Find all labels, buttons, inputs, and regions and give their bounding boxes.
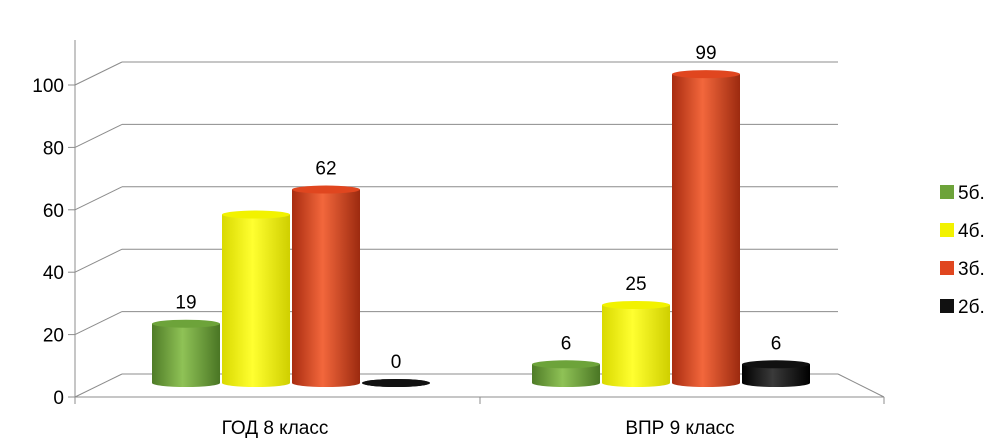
legend-swatch	[940, 299, 954, 313]
gridline-wall	[74, 311, 123, 336]
y-tick-label: 100	[32, 76, 64, 97]
bar-base	[602, 379, 670, 387]
bar-top	[362, 379, 430, 387]
data-label: 19	[175, 293, 196, 314]
bar-body	[222, 214, 290, 383]
bar-base	[672, 379, 740, 387]
legend: 5б. 4б. 3б. 2б.	[940, 183, 985, 318]
legend-label: 4б.	[958, 221, 985, 242]
bar-top	[602, 301, 670, 309]
x-category-label: ГОД 8 класс	[222, 418, 329, 439]
data-label: 99	[695, 43, 716, 64]
gridline-wall	[74, 186, 123, 211]
bar-top	[222, 210, 290, 219]
gridline-wall	[74, 248, 123, 273]
bar-top	[742, 360, 810, 369]
bar-base	[532, 379, 600, 387]
data-label: 0	[391, 352, 402, 373]
bar-top	[152, 319, 220, 328]
legend-swatch	[940, 223, 954, 237]
data-label: 62	[315, 159, 336, 180]
legend-swatch	[940, 261, 954, 275]
bar-base	[222, 379, 290, 387]
bars	[152, 70, 810, 387]
bar-top	[532, 360, 600, 369]
floor-right-edge	[837, 373, 885, 398]
y-tick-label: 60	[43, 201, 64, 222]
bar-top	[292, 185, 360, 194]
legend-label: 5б.	[958, 183, 985, 204]
bar-body	[152, 323, 220, 383]
gridline-wall	[74, 373, 123, 398]
bar-base	[742, 379, 810, 387]
bar-top	[672, 70, 740, 79]
gridline-wall	[74, 61, 123, 86]
data-label: 6	[561, 333, 572, 354]
y-tick-label: 80	[43, 138, 64, 159]
bar-body	[292, 189, 360, 383]
data-label: 25	[625, 274, 646, 295]
bar-body	[602, 305, 670, 383]
y-tick-label: 40	[43, 263, 64, 284]
bar-base	[152, 379, 220, 387]
legend-label: 3б.	[958, 259, 985, 280]
bar-body	[532, 364, 600, 383]
x-category-label: ВПР 9 класс	[625, 418, 734, 439]
y-tick-label: 20	[43, 326, 64, 347]
bar-body	[742, 364, 810, 383]
legend-swatch	[940, 185, 954, 199]
legend-label: 2б.	[958, 297, 985, 318]
gridline-wall	[74, 123, 123, 148]
y-tick-label: 0	[53, 388, 64, 409]
data-label: 6	[771, 333, 782, 354]
bar-base	[292, 379, 360, 387]
data-labels: 19 62 0 6 25 99 6	[175, 43, 781, 373]
bar-body	[672, 74, 740, 384]
